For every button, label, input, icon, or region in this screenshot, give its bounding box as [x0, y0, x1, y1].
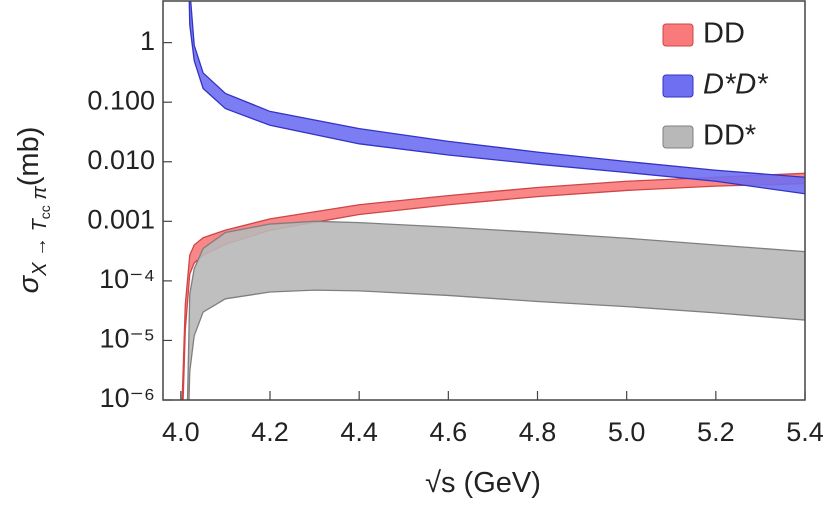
y-tick-label: 0.100 — [87, 85, 155, 115]
y-label-part: X → — [29, 231, 51, 276]
y-tick-label: 10⁻⁶ — [100, 383, 155, 413]
y-label-part: cc — [37, 205, 53, 219]
legend-swatch — [662, 23, 694, 47]
x-tick-label: 5.4 — [786, 417, 824, 447]
band-upper-edge — [181, 172, 805, 400]
y-axis-label: σX → Tcc π(mb) — [13, 127, 53, 294]
x-tick-label: 4.6 — [430, 417, 468, 447]
band-upper-edge — [186, 220, 805, 400]
y-tick-label: 0.001 — [87, 204, 155, 234]
legend-label: DD — [703, 18, 745, 50]
y-tick-label: 10⁻⁵ — [100, 324, 155, 354]
x-tick-label: 4.8 — [519, 417, 557, 447]
legend-label: DD* — [703, 120, 756, 152]
y-label-part: π — [29, 186, 51, 206]
x-axis-label: √s (GeV) — [425, 467, 541, 499]
band-lower-edge — [188, 1, 805, 195]
band — [189, 1, 805, 194]
y-tick-label: 1 — [140, 26, 155, 56]
x-tick-label: 4.0 — [162, 417, 200, 447]
y-label-part: σ — [13, 274, 45, 293]
legend-swatch — [662, 74, 694, 98]
legend-label: D*D* — [703, 69, 769, 101]
x-tick-label: 5.2 — [697, 417, 735, 447]
plot-frame — [162, 0, 806, 401]
y-label-part: T — [29, 217, 51, 231]
x-tick-label: 5.0 — [608, 417, 646, 447]
band-upper-edge — [190, 1, 805, 178]
y-tick-label: 10⁻⁴ — [99, 264, 155, 294]
x-tick-label: 4.4 — [340, 417, 378, 447]
plot-area — [181, 1, 805, 400]
legend-swatch — [662, 125, 694, 149]
y-tick-label: 0.010 — [87, 145, 155, 175]
x-tick-label: 4.2 — [251, 417, 289, 447]
band — [187, 221, 805, 400]
y-label-part: (mb) — [13, 127, 45, 187]
band-lower-edge — [188, 289, 805, 400]
